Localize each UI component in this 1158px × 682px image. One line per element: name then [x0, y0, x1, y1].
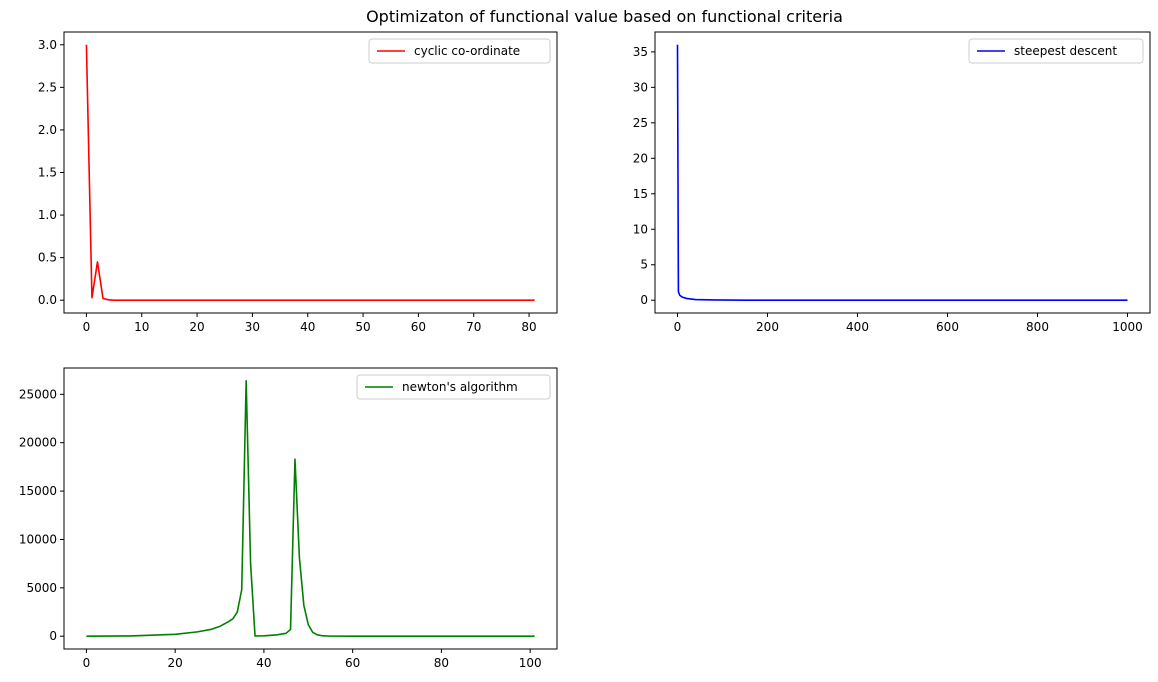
y-tick-label: 5 — [640, 258, 648, 272]
legend-box — [968, 38, 1144, 64]
y-tick-label: 30 — [633, 80, 648, 94]
y-tick-label: 0 — [49, 629, 57, 643]
x-tick-label: 1000 — [1112, 320, 1143, 334]
plot-frame — [63, 31, 558, 314]
x-tick-label: 60 — [345, 656, 360, 670]
y-tick-label: 0.5 — [38, 251, 57, 265]
y-tick-label: 0.0 — [38, 293, 57, 307]
legend: newton's algorithm — [356, 374, 551, 400]
x-tick-label: 70 — [466, 320, 481, 334]
y-tick-label: 15000 — [19, 484, 57, 498]
x-tick-label: 100 — [519, 656, 542, 670]
y-tick-label: 1.0 — [38, 208, 57, 222]
legend-label: steepest descent — [1014, 44, 1117, 58]
legend: steepest descent — [968, 38, 1144, 64]
x-tick-label: 800 — [1026, 320, 1049, 334]
x-tick-label: 40 — [300, 320, 315, 334]
y-tick-label: 10000 — [19, 532, 57, 546]
y-tick-label: 25 — [633, 116, 648, 130]
x-tick-label: 80 — [521, 320, 536, 334]
x-tick-label: 400 — [846, 320, 869, 334]
y-tick-label: 20000 — [19, 436, 57, 450]
x-tick-label: 30 — [245, 320, 260, 334]
legend-label: cyclic co-ordinate — [414, 44, 520, 58]
series-line — [676, 44, 1128, 302]
x-tick-label: 600 — [936, 320, 959, 334]
y-tick-label: 2.5 — [38, 80, 57, 94]
y-tick-label: 1.5 — [38, 166, 57, 180]
y-tick-label: 10 — [633, 222, 648, 236]
y-tick-label: 5000 — [26, 581, 57, 595]
legend-box — [368, 38, 551, 64]
x-tick-label: 80 — [434, 656, 449, 670]
axes-1: 0 10 20 30 40 50 60 70 80 0.0 0.5 1.0 1.5 2.0 2.5 3.0 cy… — [38, 31, 558, 334]
y-tick-label: 15 — [633, 187, 648, 201]
legend-box — [356, 374, 551, 400]
x-tick-label: 0 — [83, 656, 91, 670]
y-tick-label: 3.0 — [38, 38, 57, 52]
x-tick-label: 40 — [256, 656, 271, 670]
x-tick-label: 20 — [168, 656, 183, 670]
x-tick-label: 60 — [411, 320, 426, 334]
y-tick-label: 35 — [633, 45, 648, 59]
y-tick-label: 0 — [640, 293, 648, 307]
plot-frame — [63, 367, 558, 650]
x-tick-label: 200 — [756, 320, 779, 334]
x-tick-label: 20 — [189, 320, 204, 334]
x-tick-label: 50 — [355, 320, 370, 334]
x-tick-label: 0 — [83, 320, 91, 334]
y-tick-label: 2.0 — [38, 123, 57, 137]
legend: cyclic co-ordinate — [368, 38, 551, 64]
x-tick-label: 0 — [674, 320, 682, 334]
figure-suptitle: Optimizaton of functional value based on… — [366, 7, 843, 26]
plot-frame — [654, 31, 1151, 314]
axes-2: 0 200 400 600 800 1000 0 5 10 15 20 25 30 35 steepest … — [633, 31, 1151, 334]
series-line — [85, 44, 535, 302]
series-line — [86, 379, 535, 638]
x-tick-label: 10 — [134, 320, 149, 334]
axes-3: 0 20 40 60 80 100 0 5000 10000 15000 20000 25000 new… — [19, 367, 558, 670]
y-tick-label: 25000 — [19, 387, 57, 401]
y-tick-label: 20 — [633, 151, 648, 165]
legend-label: newton's algorithm — [402, 380, 518, 394]
